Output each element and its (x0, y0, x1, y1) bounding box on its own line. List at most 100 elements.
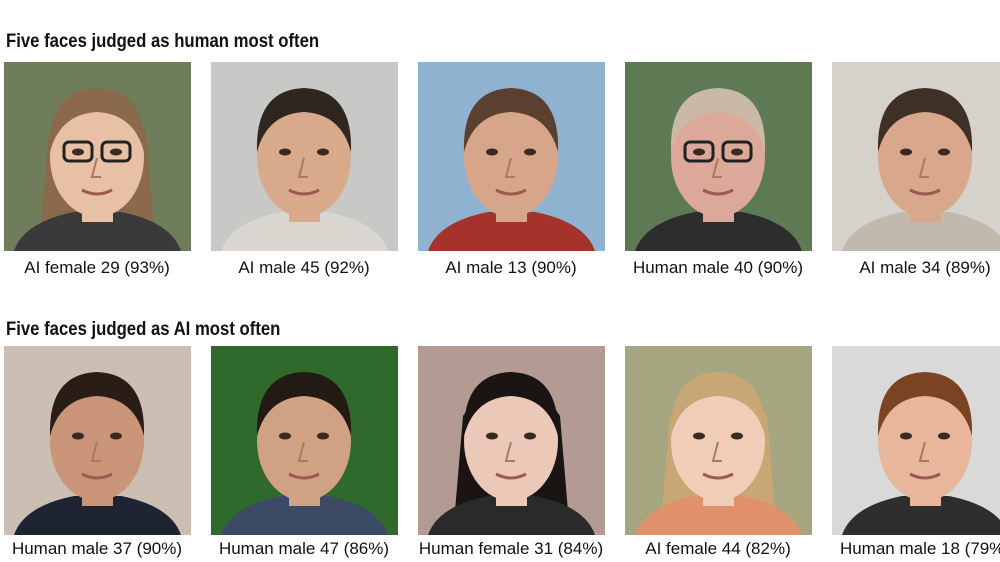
glasses (100, 140, 132, 163)
face-photo (418, 62, 605, 251)
nose (711, 441, 722, 462)
glasses (62, 140, 94, 163)
eye (72, 148, 84, 156)
section-title: Five faces judged as AI most often (6, 319, 281, 340)
eye (524, 148, 536, 156)
face-photo (4, 346, 191, 535)
eye (731, 432, 743, 440)
face-image (211, 62, 398, 251)
face-caption: Human female 31 (84%) (418, 539, 604, 558)
eye (938, 148, 950, 156)
eye (900, 432, 912, 440)
face-photo (832, 62, 1000, 251)
face-photo (832, 346, 1000, 535)
face-photo (418, 346, 605, 535)
hair (256, 88, 352, 152)
face-caption: AI male 45 (92%) (238, 258, 370, 277)
nose (918, 157, 929, 178)
head (878, 381, 972, 501)
face-photo (211, 346, 398, 535)
hair (256, 372, 352, 436)
eye (486, 148, 498, 156)
face-photo (625, 346, 812, 535)
head (671, 97, 765, 217)
face-caption: AI female 29 (93%) (24, 258, 170, 277)
shoulders (221, 496, 388, 535)
nose (90, 157, 101, 178)
head (464, 381, 558, 501)
nose (711, 157, 722, 178)
face-image (625, 346, 812, 535)
mouth (702, 472, 734, 480)
mouth (702, 188, 734, 196)
hair (877, 88, 973, 152)
face-caption: AI male 13 (90%) (445, 258, 577, 277)
glasses (683, 140, 715, 163)
hair (670, 88, 766, 152)
face-caption: Human male 18 (79%) (839, 539, 1000, 558)
face-photo (4, 62, 191, 251)
hair (49, 372, 145, 436)
head (671, 381, 765, 501)
shoulders (428, 496, 595, 535)
eye (693, 432, 705, 440)
eye (938, 432, 950, 440)
shoulders (635, 496, 802, 535)
nose (297, 441, 308, 462)
face-image (4, 346, 191, 535)
eye (279, 148, 291, 156)
head (257, 381, 351, 501)
eye (110, 432, 122, 440)
mouth (909, 188, 941, 196)
head (50, 381, 144, 501)
eye (524, 432, 536, 440)
eye (486, 432, 498, 440)
face-caption: Human male 47 (86%) (218, 539, 390, 558)
face-image (4, 62, 191, 251)
head (257, 97, 351, 217)
face-caption: AI male 34 (89%) (859, 258, 991, 277)
hair (670, 372, 766, 436)
eye (731, 148, 743, 156)
shoulders (842, 212, 1000, 251)
face-image (418, 346, 605, 535)
face-image (211, 346, 398, 535)
face-image (418, 62, 605, 251)
hair (463, 88, 559, 152)
shoulders (635, 212, 802, 251)
head (50, 97, 144, 217)
mouth (495, 188, 527, 196)
eye (693, 148, 705, 156)
mouth (909, 472, 941, 480)
nose (297, 157, 308, 178)
face-caption: Human male 40 (90%) (632, 258, 804, 277)
mouth (288, 188, 320, 196)
mouth (495, 472, 527, 480)
eye (110, 148, 122, 156)
shoulders (428, 212, 595, 251)
shoulders (842, 496, 1000, 535)
face-photo (211, 62, 398, 251)
eye (900, 148, 912, 156)
eye (317, 432, 329, 440)
shoulders (14, 496, 181, 535)
mouth (81, 188, 113, 196)
hair (49, 88, 145, 152)
nose (90, 441, 101, 462)
shoulders (14, 212, 181, 251)
eye (279, 432, 291, 440)
head (878, 97, 972, 217)
nose (918, 441, 929, 462)
nose (504, 441, 515, 462)
face-image (832, 346, 1000, 535)
face-caption: AI female 44 (82%) (645, 539, 791, 558)
eye (317, 148, 329, 156)
hair (877, 372, 973, 436)
face-caption: Human male 37 (90%) (11, 539, 183, 558)
face-image (832, 62, 1000, 251)
head (464, 97, 558, 217)
eye (72, 432, 84, 440)
mouth (288, 472, 320, 480)
face-image (625, 62, 812, 251)
